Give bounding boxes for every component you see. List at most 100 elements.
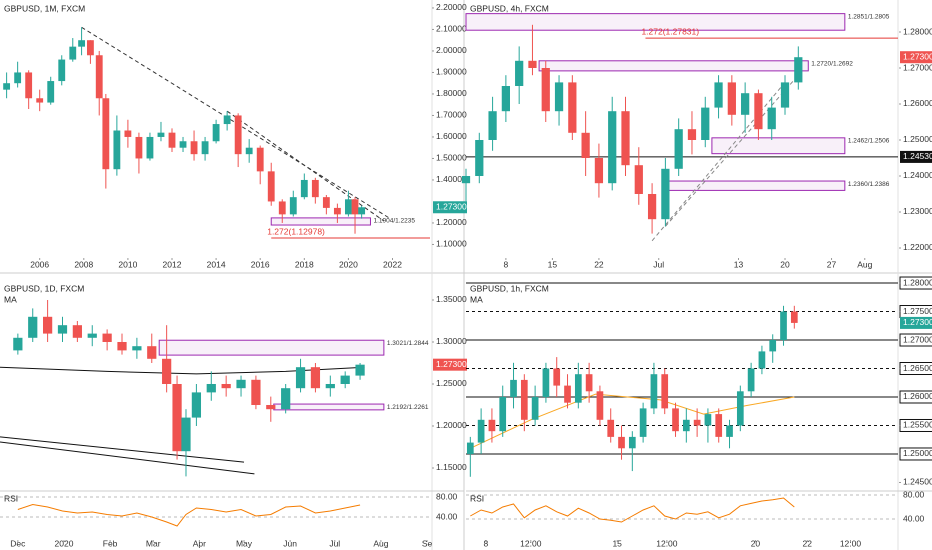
x-tick-label: 22 — [594, 259, 604, 269]
candle-body — [267, 171, 275, 202]
candle-body — [727, 82, 736, 115]
x-tick-label: Aug — [857, 259, 872, 269]
candle-body — [628, 436, 636, 449]
candle-body — [488, 111, 497, 140]
rsi-line — [470, 497, 795, 523]
candle-body — [340, 375, 350, 384]
candle-body — [355, 364, 365, 376]
candle-body — [172, 383, 182, 452]
x-tick-label: 2008 — [74, 259, 93, 269]
candle-body — [69, 46, 77, 60]
chart-title: GBPUSD, 1M, FXCM — [4, 3, 85, 13]
overlay-line — [0, 436, 245, 463]
candle-body — [585, 374, 593, 392]
y-tick-label: 1.25000 — [903, 448, 932, 458]
y-tick-label: 1.80000 — [436, 88, 467, 98]
y-tick-label: 1.40000 — [436, 174, 467, 184]
candle-body — [206, 383, 216, 393]
y-tick-label: 1.35000 — [436, 294, 467, 304]
x-tick-label: 8 — [504, 259, 509, 269]
overlay-line — [226, 110, 384, 222]
y-tick-label: 1.90000 — [436, 67, 467, 77]
candle-body — [647, 193, 657, 220]
zone-label: 1.2462/1.2506 — [848, 138, 890, 145]
rsi-tick-label: 80.00 — [436, 491, 458, 501]
candle-body — [57, 325, 68, 334]
y-tick-label: 1.23000 — [903, 206, 932, 216]
candle-body — [621, 111, 630, 166]
candle-body — [13, 337, 23, 351]
overlay-line — [81, 26, 391, 220]
chart-title: GBPUSD, 1h, FXCM — [470, 283, 549, 293]
zone — [158, 339, 385, 356]
candle-body — [715, 414, 723, 437]
candle-body — [223, 115, 231, 125]
x-tick-label: 2020 — [55, 538, 74, 548]
candle-body — [594, 157, 604, 184]
candle-body — [488, 419, 496, 432]
x-tick-label: 2012 — [163, 259, 182, 269]
candle-body — [736, 391, 744, 426]
indicator-label: MA — [4, 294, 17, 304]
candle-body — [672, 408, 679, 432]
y-tick-label: 2.20000 — [436, 2, 467, 12]
y-tick-label: 1.25000 — [436, 378, 467, 388]
y-tick-label: 1.20000 — [436, 420, 467, 430]
zone-label: 1.2192/1.2261 — [387, 404, 429, 411]
y-tick-label: 1.70000 — [436, 110, 467, 120]
candle-body — [758, 351, 766, 369]
price-badge-label: 1.27300 — [903, 317, 932, 327]
candle-body — [289, 197, 297, 215]
candle-body — [311, 179, 319, 198]
fib-label: 1.272(1.12978) — [267, 226, 325, 236]
candle-body — [3, 83, 11, 90]
candle-body — [351, 199, 359, 215]
zone — [664, 180, 846, 191]
candle-body — [741, 93, 750, 115]
x-tick-label: May — [236, 538, 253, 548]
candle-body — [278, 201, 286, 215]
y-tick-label: 1.28000 — [903, 26, 932, 36]
price-badge — [900, 51, 932, 64]
candle-body — [608, 111, 617, 184]
candle-body — [767, 107, 776, 130]
candle-body — [499, 396, 507, 432]
candle-body — [300, 179, 308, 198]
y-tick-label: 1.10000 — [436, 239, 467, 249]
candle-body — [132, 346, 142, 351]
x-tick-label: Apr — [193, 538, 206, 548]
candle-body — [501, 86, 510, 112]
candle-body — [461, 175, 471, 184]
x-tick-label: 20 — [780, 259, 790, 269]
rsi-line — [17, 503, 361, 527]
candle-body — [607, 419, 615, 437]
rsi-tick-label: 80.00 — [903, 489, 925, 499]
candle-body — [179, 141, 187, 148]
price-badge — [433, 358, 467, 371]
x-tick-label: Dec — [10, 538, 26, 548]
candle-body — [794, 57, 803, 83]
candle-body — [661, 374, 669, 409]
candle-body — [475, 139, 484, 176]
y-tick-label: 1.60000 — [436, 131, 467, 141]
rsi-tick-label: 40.00 — [436, 511, 458, 521]
price-badge — [900, 316, 932, 329]
candle-body — [234, 115, 242, 155]
chart-title: GBPUSD, 1D, FXCM — [4, 283, 84, 293]
candle-body — [520, 379, 528, 420]
candle-body — [245, 147, 253, 155]
candle-body — [86, 40, 94, 56]
x-tick-label: Jul — [329, 538, 340, 548]
x-tick-label: 12:00 — [840, 538, 862, 548]
candle-body — [618, 436, 625, 449]
candle-body — [726, 425, 733, 437]
candle-body — [78, 40, 86, 47]
x-tick-label: Jul — [653, 259, 664, 269]
candle-body — [333, 207, 341, 215]
candle-body — [553, 368, 561, 386]
zone — [711, 137, 846, 155]
price-badge — [900, 150, 932, 163]
y-tick-label: 2.10000 — [436, 24, 467, 34]
